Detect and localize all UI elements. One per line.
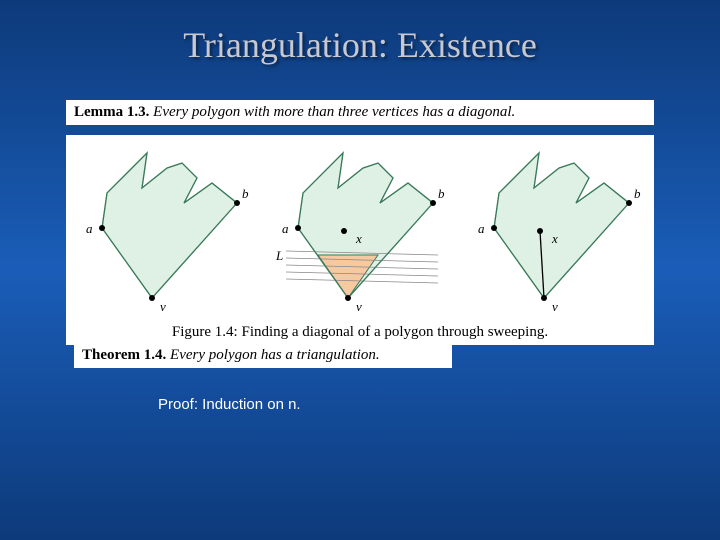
svg-text:v: v [356,299,362,314]
theorem-label: Theorem 1.4. [82,347,166,363]
svg-text:L: L [275,248,283,263]
theorem-text: Every polygon has a triangulation. [170,347,380,363]
theorem-box: Theorem 1.4. Every polygon has a triangu… [74,343,452,368]
polygon-panel-right: a b x v [464,143,649,318]
svg-text:a: a [478,221,485,236]
lemma-label: Lemma 1.3. [74,104,149,120]
svg-text:b: b [634,186,641,201]
figures-row: a b v La b x v a b x v [66,143,654,318]
svg-text:v: v [552,299,558,314]
polygon-panel-left: a b v [72,143,257,318]
slide-title: Triangulation: Existence [0,0,720,66]
svg-text:b: b [242,186,249,201]
figure-caption: Figure 1.4: Finding a diagonal of a poly… [66,324,654,341]
svg-text:x: x [355,231,362,246]
svg-text:v: v [160,299,166,314]
lemma-box: Lemma 1.3. Every polygon with more than … [66,100,654,125]
svg-text:a: a [282,221,289,236]
lemma-text: Every polygon with more than three verti… [153,104,515,120]
proof-line: Proof: Induction on n. [158,396,720,413]
figure-panel: a b v La b x v a b x v Figure 1.4: Finding a diago… [66,135,654,345]
svg-text:b: b [438,186,445,201]
svg-text:x: x [551,231,558,246]
polygon-panel-middle: La b x v [268,143,453,318]
svg-text:a: a [86,221,93,236]
